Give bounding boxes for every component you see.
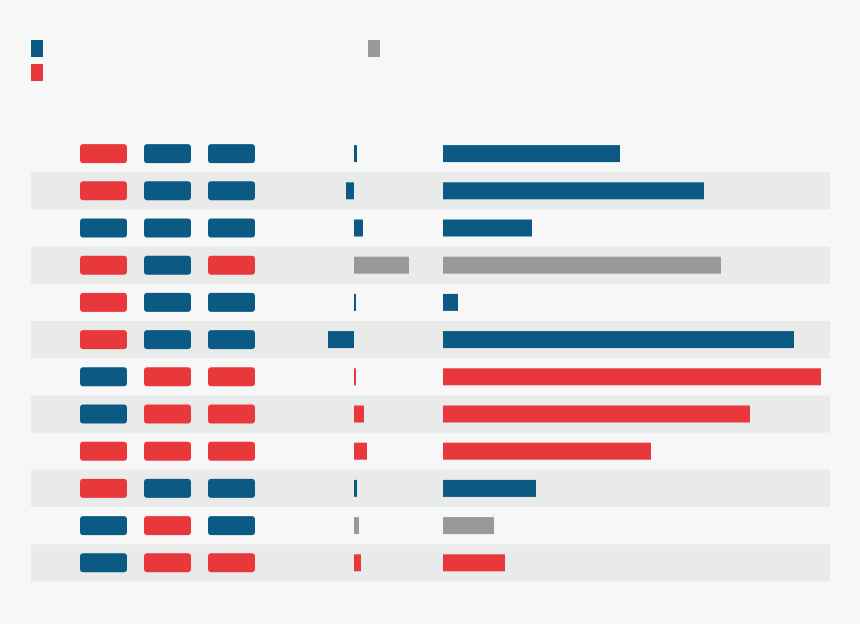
indicator-pill bbox=[80, 256, 127, 275]
indicator-pill bbox=[144, 293, 191, 312]
legend-swatch-red bbox=[31, 64, 43, 81]
total-bar bbox=[443, 145, 620, 162]
change-bar bbox=[354, 368, 356, 385]
indicator-pill bbox=[144, 181, 191, 200]
indicator-pill bbox=[144, 144, 191, 163]
legend bbox=[31, 40, 380, 81]
total-bar bbox=[443, 443, 651, 460]
indicator-pill bbox=[80, 293, 127, 312]
total-bar bbox=[443, 182, 704, 199]
change-bar bbox=[328, 331, 354, 348]
indicator-pill bbox=[80, 219, 127, 238]
change-bar bbox=[354, 406, 364, 423]
total-bar bbox=[443, 257, 721, 274]
indicator-pill bbox=[144, 442, 191, 461]
total-bar bbox=[443, 517, 494, 534]
indicator-pill bbox=[144, 553, 191, 572]
indicator-pill bbox=[144, 256, 191, 275]
change-bar bbox=[354, 145, 357, 162]
indicator-pill bbox=[80, 442, 127, 461]
change-bar bbox=[346, 182, 354, 199]
change-bar bbox=[354, 554, 361, 571]
indicator-pill bbox=[144, 516, 191, 535]
total-bar bbox=[443, 554, 505, 571]
indicator-pill bbox=[208, 442, 255, 461]
indicator-pill bbox=[208, 144, 255, 163]
indicator-pill bbox=[208, 405, 255, 424]
indicator-pill bbox=[208, 479, 255, 498]
indicator-pill bbox=[144, 330, 191, 349]
total-bar bbox=[443, 406, 750, 423]
change-bar bbox=[354, 480, 357, 497]
total-bar bbox=[443, 368, 821, 385]
indicator-pill bbox=[80, 405, 127, 424]
change-bar bbox=[354, 443, 367, 460]
indicator-pill bbox=[80, 144, 127, 163]
indicator-pill bbox=[144, 479, 191, 498]
indicator-pill bbox=[144, 367, 191, 386]
indicator-pill bbox=[208, 219, 255, 238]
total-bar bbox=[443, 331, 794, 348]
total-bar bbox=[443, 220, 532, 237]
indicator-pill bbox=[80, 367, 127, 386]
change-bar bbox=[354, 517, 359, 534]
legend-swatch-gray bbox=[368, 40, 380, 57]
indicator-pill bbox=[208, 367, 255, 386]
indicator-pill bbox=[80, 479, 127, 498]
indicator-pill bbox=[80, 553, 127, 572]
indicator-pill bbox=[208, 330, 255, 349]
total-bar bbox=[443, 480, 536, 497]
indicator-pill bbox=[208, 293, 255, 312]
change-bar bbox=[354, 257, 409, 274]
legend-swatch-blue bbox=[31, 40, 43, 57]
indicator-pill bbox=[80, 330, 127, 349]
indicator-pill bbox=[208, 553, 255, 572]
indicator-pill bbox=[80, 516, 127, 535]
indicator-pill bbox=[144, 219, 191, 238]
indicator-pill bbox=[208, 256, 255, 275]
total-bar bbox=[443, 294, 458, 311]
indicator-pill bbox=[144, 405, 191, 424]
indicator-pill bbox=[208, 516, 255, 535]
change-bar bbox=[354, 294, 356, 311]
indicator-pill bbox=[208, 181, 255, 200]
indicator-pill bbox=[80, 181, 127, 200]
change-bar bbox=[354, 220, 363, 237]
